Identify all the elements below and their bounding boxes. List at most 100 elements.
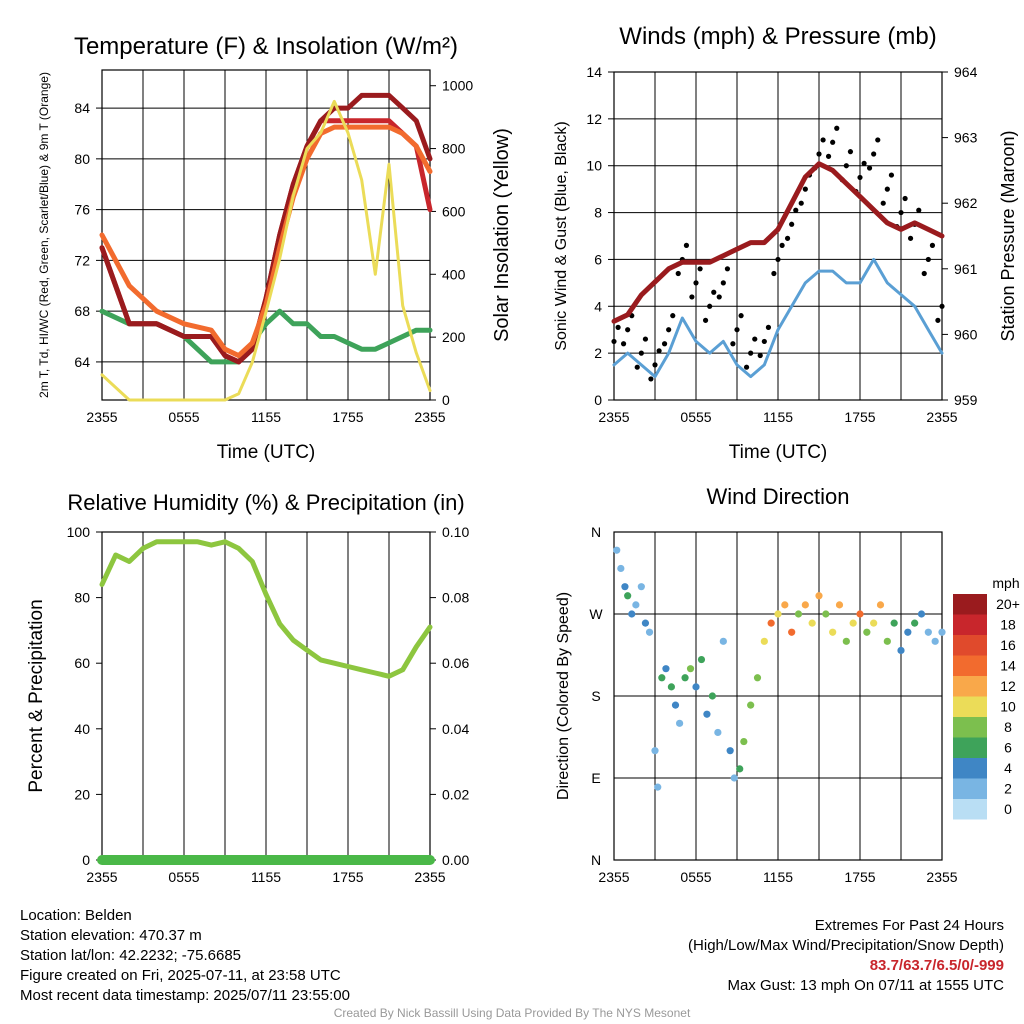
y-tick-label-right: 961 [954,261,978,277]
gust-point [866,165,873,171]
legend-swatch [953,676,987,697]
gust-point [771,270,777,277]
latlon-text: Station lat/lon: 42.2232; -75.6685 [20,947,242,964]
pressure-line [611,161,945,324]
gust-point [857,174,863,181]
y-tick-label-right: 963 [954,130,978,146]
direction-point [719,637,727,645]
y-tick-label-left: 84 [74,100,90,116]
x-tick-label: 1755 [332,409,363,425]
direction-point [628,610,636,618]
x-tick-label: 1155 [763,409,793,425]
legend-swatch [953,655,987,676]
gust-point [875,137,881,143]
station-info: Location: Belden Station elevation: 470.… [20,906,350,1006]
legend-swatch [953,758,987,779]
gust-point [802,186,808,192]
gust-point [757,352,763,359]
gust-point [661,341,668,347]
gust-point [888,172,895,178]
direction-point [686,665,695,673]
temp-series-line [99,308,433,365]
direction-point [740,737,748,746]
y-tick-label-right: 1000 [442,78,473,94]
chart-title: Temperature (F) & Insolation (W/m²) [74,33,458,60]
legend-label: 12 [1000,678,1016,694]
created-text: Figure created on Fri, 2025-07-11, at 23… [20,967,341,984]
direction-point [904,628,912,636]
gust-point [880,200,886,206]
direction-point [641,619,650,627]
x-tick-label: 1155 [251,869,281,885]
y-tick-label-left: 72 [74,252,90,268]
legend-swatch [953,737,987,758]
direction-point [708,692,717,700]
y-axis-label-left: Percent & Precipitation [26,599,47,792]
y-tick-label-right: 959 [954,392,978,408]
gust-point [711,289,717,295]
direction-point [667,683,676,691]
y-tick-label-right: 600 [442,203,466,219]
gust-point [784,235,791,241]
legend-swatch [953,614,987,635]
gust-point [847,149,854,155]
x-tick-label: 2355 [926,869,957,885]
wind-speed-line [612,257,944,379]
direction-point [767,619,775,627]
y-tick-label-left: 68 [74,303,90,319]
x-tick-label: 1755 [844,409,875,425]
direction-point [876,601,885,609]
y-tick-label-left: 10 [586,158,602,174]
gust-point [611,338,617,345]
direction-point [890,619,898,627]
direction-point [801,601,809,609]
direction-point [654,783,662,791]
x-tick-label: 0555 [680,869,711,885]
x-axis-label: Time (UTC) [217,442,316,463]
direction-point [662,665,670,673]
direction-point [781,601,789,609]
gust-point [620,341,627,347]
direction-point [645,628,654,636]
y-tick-label-right: 0.06 [442,655,469,671]
legend-label: 8 [1004,719,1012,735]
direction-point [671,701,680,709]
y-tick-label-left: 14 [586,64,602,80]
gust-point [907,235,914,241]
extremes-values: 83.7/63.7/6.5/0/-999 [869,957,1004,974]
direction-point [658,674,666,682]
direction-point [863,628,871,636]
temp-series-line [100,99,432,402]
y-tick-label-right: 964 [954,64,978,80]
gust-point [939,303,945,309]
x-tick-label: 1755 [844,869,875,885]
gust-point [761,338,767,345]
direction-point [938,628,946,636]
gust-point [648,376,654,382]
y-tick-label-left: 40 [74,721,90,737]
gust-point [730,341,736,347]
x-tick-label: 2355 [598,409,629,425]
gust-point [871,151,877,157]
direction-point [849,619,857,627]
direction-point [747,701,755,709]
y-tick-label-left: 12 [586,111,602,127]
direction-tick-label: N [591,524,601,540]
direction-point [883,637,891,645]
direction-point [730,774,738,782]
chart-title: Wind Direction [706,484,849,509]
y-tick-label-left: 100 [67,524,91,540]
direction-point [815,592,823,600]
direction-tick-label: N [591,852,601,868]
x-tick-label: 0555 [680,409,711,425]
gust-point [779,242,785,248]
x-tick-label: 1755 [332,869,363,885]
gust-point [642,336,649,342]
direction-point [613,546,621,554]
y-tick-label-left: 6 [594,251,602,267]
gust-point [689,294,695,300]
gust-point [775,256,781,263]
y-tick-label-right: 962 [954,195,978,211]
direction-tick-label: W [589,606,603,622]
